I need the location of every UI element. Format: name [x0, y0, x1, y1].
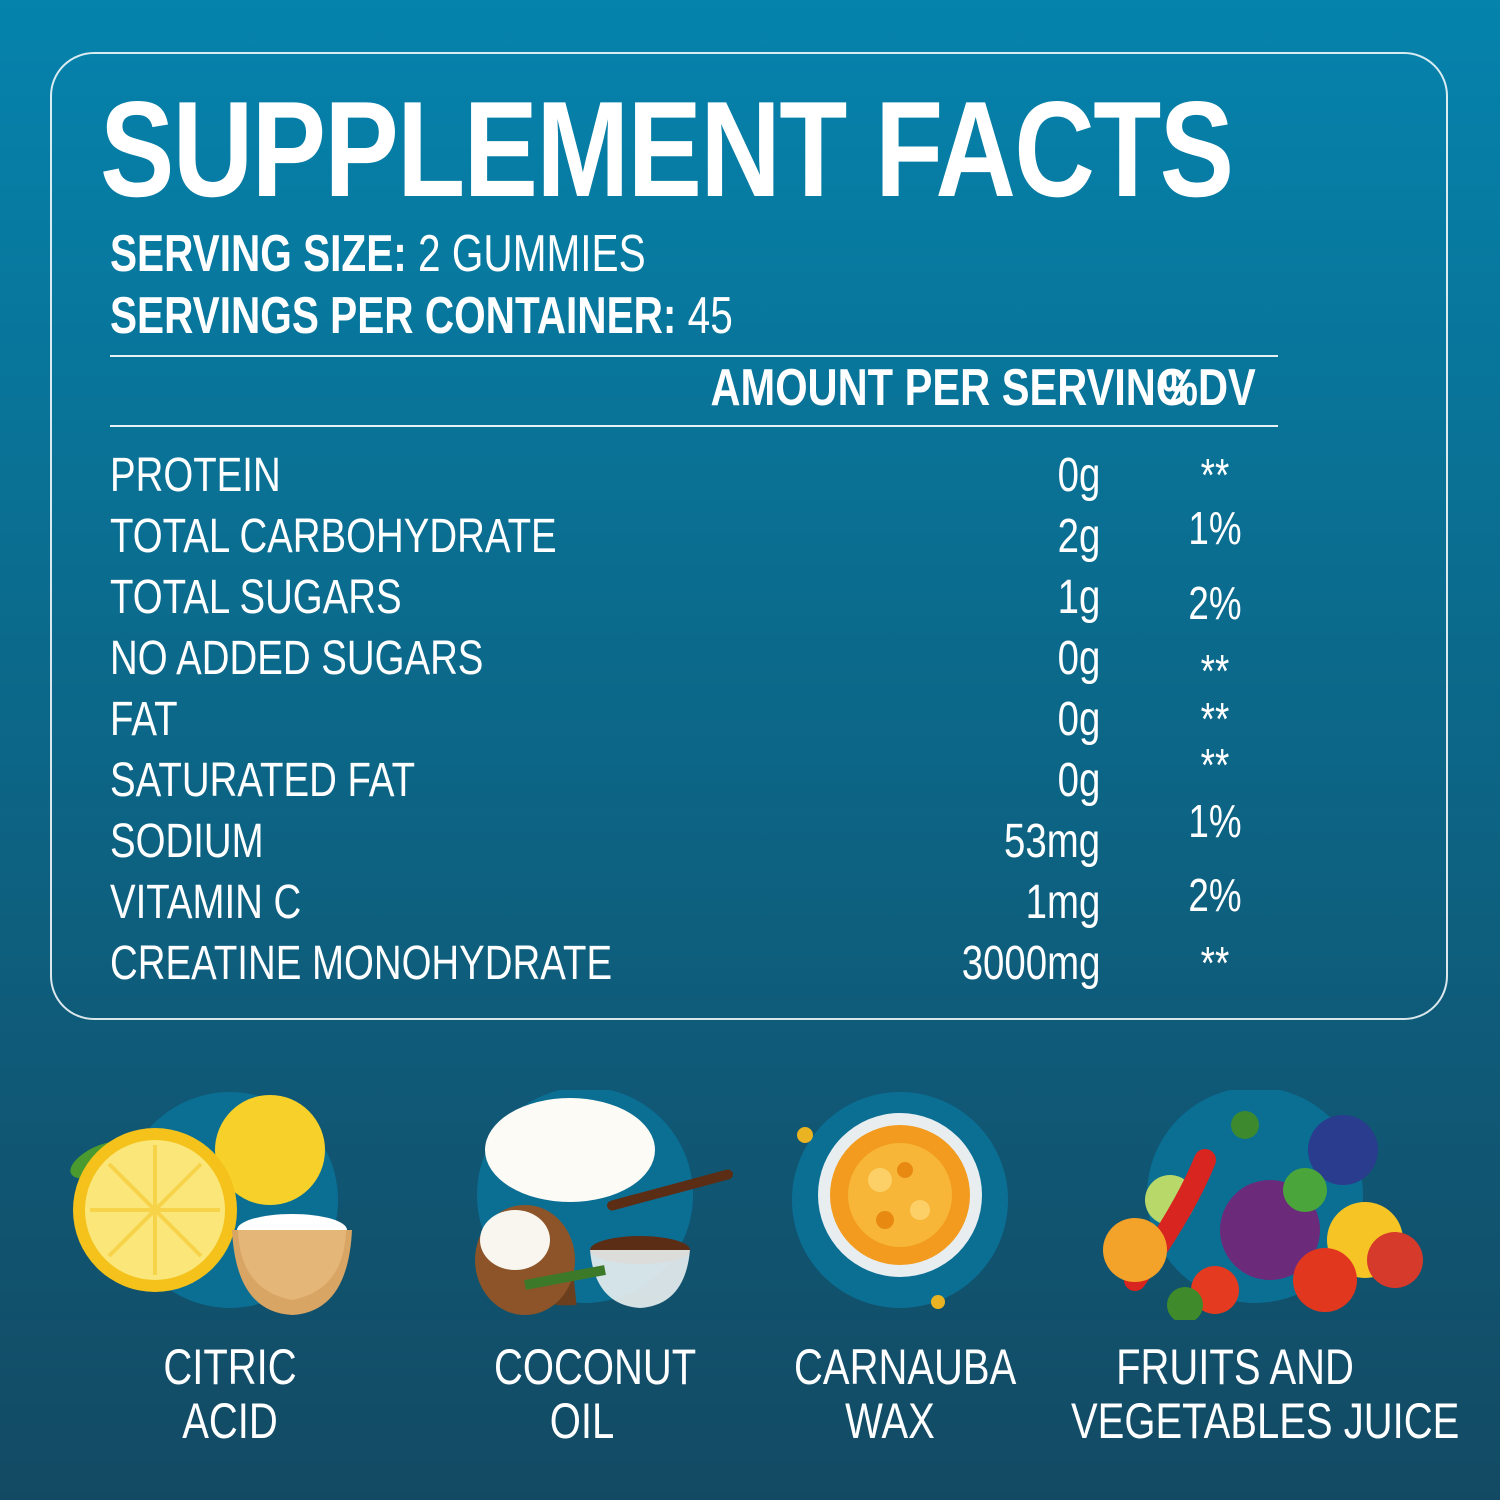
- serving-size: SERVING SIZE: 2 GUMMIES: [110, 228, 646, 280]
- nutrient-name: FAT: [110, 693, 178, 746]
- ingredient-label-line2: VEGETABLES JUICE: [1071, 1393, 1460, 1449]
- nutrient-amount: 1mg: [1025, 876, 1100, 929]
- nutrient-dv: **: [1200, 645, 1230, 697]
- ingredient-label: CITRIC ACID: [150, 1340, 310, 1448]
- nutrient-name: TOTAL SUGARS: [110, 571, 402, 624]
- ingredient-label: CARNAUBA WAX: [794, 1339, 1017, 1449]
- serving-size-label: SERVING SIZE:: [110, 225, 407, 283]
- nutrient-name: CREATINE MONOHYDRATE: [110, 937, 613, 990]
- ingredient-label-line1: COCONUT: [494, 1339, 697, 1395]
- nutrient-amount: 1g: [1057, 571, 1100, 624]
- coconut-icon: [455, 1087, 755, 1320]
- ingredient-label-line1: FRUITS AND: [1116, 1339, 1354, 1395]
- nutrient-dv: **: [1200, 449, 1230, 501]
- nutrient-dv: **: [1200, 739, 1230, 791]
- ingredient-label: COCONUT OIL: [494, 1339, 697, 1449]
- page-title: SUPPLEMENT FACTS: [100, 73, 1234, 225]
- serving-size-value: 2 GUMMIES: [406, 225, 646, 283]
- nutrient-amount: 0g: [1057, 693, 1100, 746]
- servings-per-container-value: 45: [676, 287, 733, 345]
- nutrient-dv: **: [1200, 937, 1230, 989]
- ingredient-label-line2: OIL: [549, 1393, 615, 1449]
- ingredient-label-line2: WAX: [845, 1393, 935, 1449]
- fruits-vegetables-icon: [1095, 1087, 1425, 1323]
- lemon-powder-icon: [60, 1090, 360, 1320]
- nutrient-name: NO ADDED SUGARS: [110, 632, 484, 685]
- dv-header: %DV: [1161, 359, 1256, 417]
- ingredient-label-line1: CARNAUBA: [794, 1339, 1017, 1395]
- supplement-facts-panel: [50, 52, 1448, 1020]
- nutrient-amount: 53mg: [1003, 815, 1100, 868]
- nutrient-name: PROTEIN: [110, 449, 281, 502]
- nutrient-dv: 2%: [1188, 577, 1242, 629]
- nutrient-dv: 2%: [1188, 869, 1242, 921]
- divider-bottom: [110, 425, 1278, 427]
- nutrient-amount: 0g: [1057, 449, 1100, 502]
- nutrient-dv: **: [1200, 693, 1230, 745]
- nutrient-amount: 0g: [1057, 754, 1100, 807]
- servings-per-container-label: SERVINGS PER CONTAINER:: [110, 287, 677, 345]
- nutrient-name: SODIUM: [110, 815, 264, 868]
- nutrient-dv: 1%: [1188, 502, 1242, 554]
- ingredient-label-line2: ACID: [182, 1393, 278, 1449]
- ingredient-label: FRUITS AND VEGETABLES JUICE: [1071, 1339, 1460, 1449]
- amount-per-serving-header: AMOUNT PER SERVING: [710, 359, 1189, 417]
- nutrient-name: TOTAL CARBOHYDRATE: [110, 510, 557, 563]
- nutrient-name: SATURATED FAT: [110, 754, 416, 807]
- divider-top: [110, 355, 1278, 357]
- nutrient-amount: 2g: [1057, 510, 1100, 563]
- wax-bowl-icon: [790, 1090, 1090, 1320]
- nutrient-amount: 0g: [1057, 632, 1100, 685]
- ingredient-label-line1: CITRIC: [163, 1339, 297, 1395]
- nutrient-amount: 3000mg: [961, 937, 1100, 990]
- nutrient-name: VITAMIN C: [110, 876, 302, 929]
- servings-per-container: SERVINGS PER CONTAINER: 45: [110, 290, 733, 342]
- nutrient-dv: 1%: [1188, 795, 1242, 847]
